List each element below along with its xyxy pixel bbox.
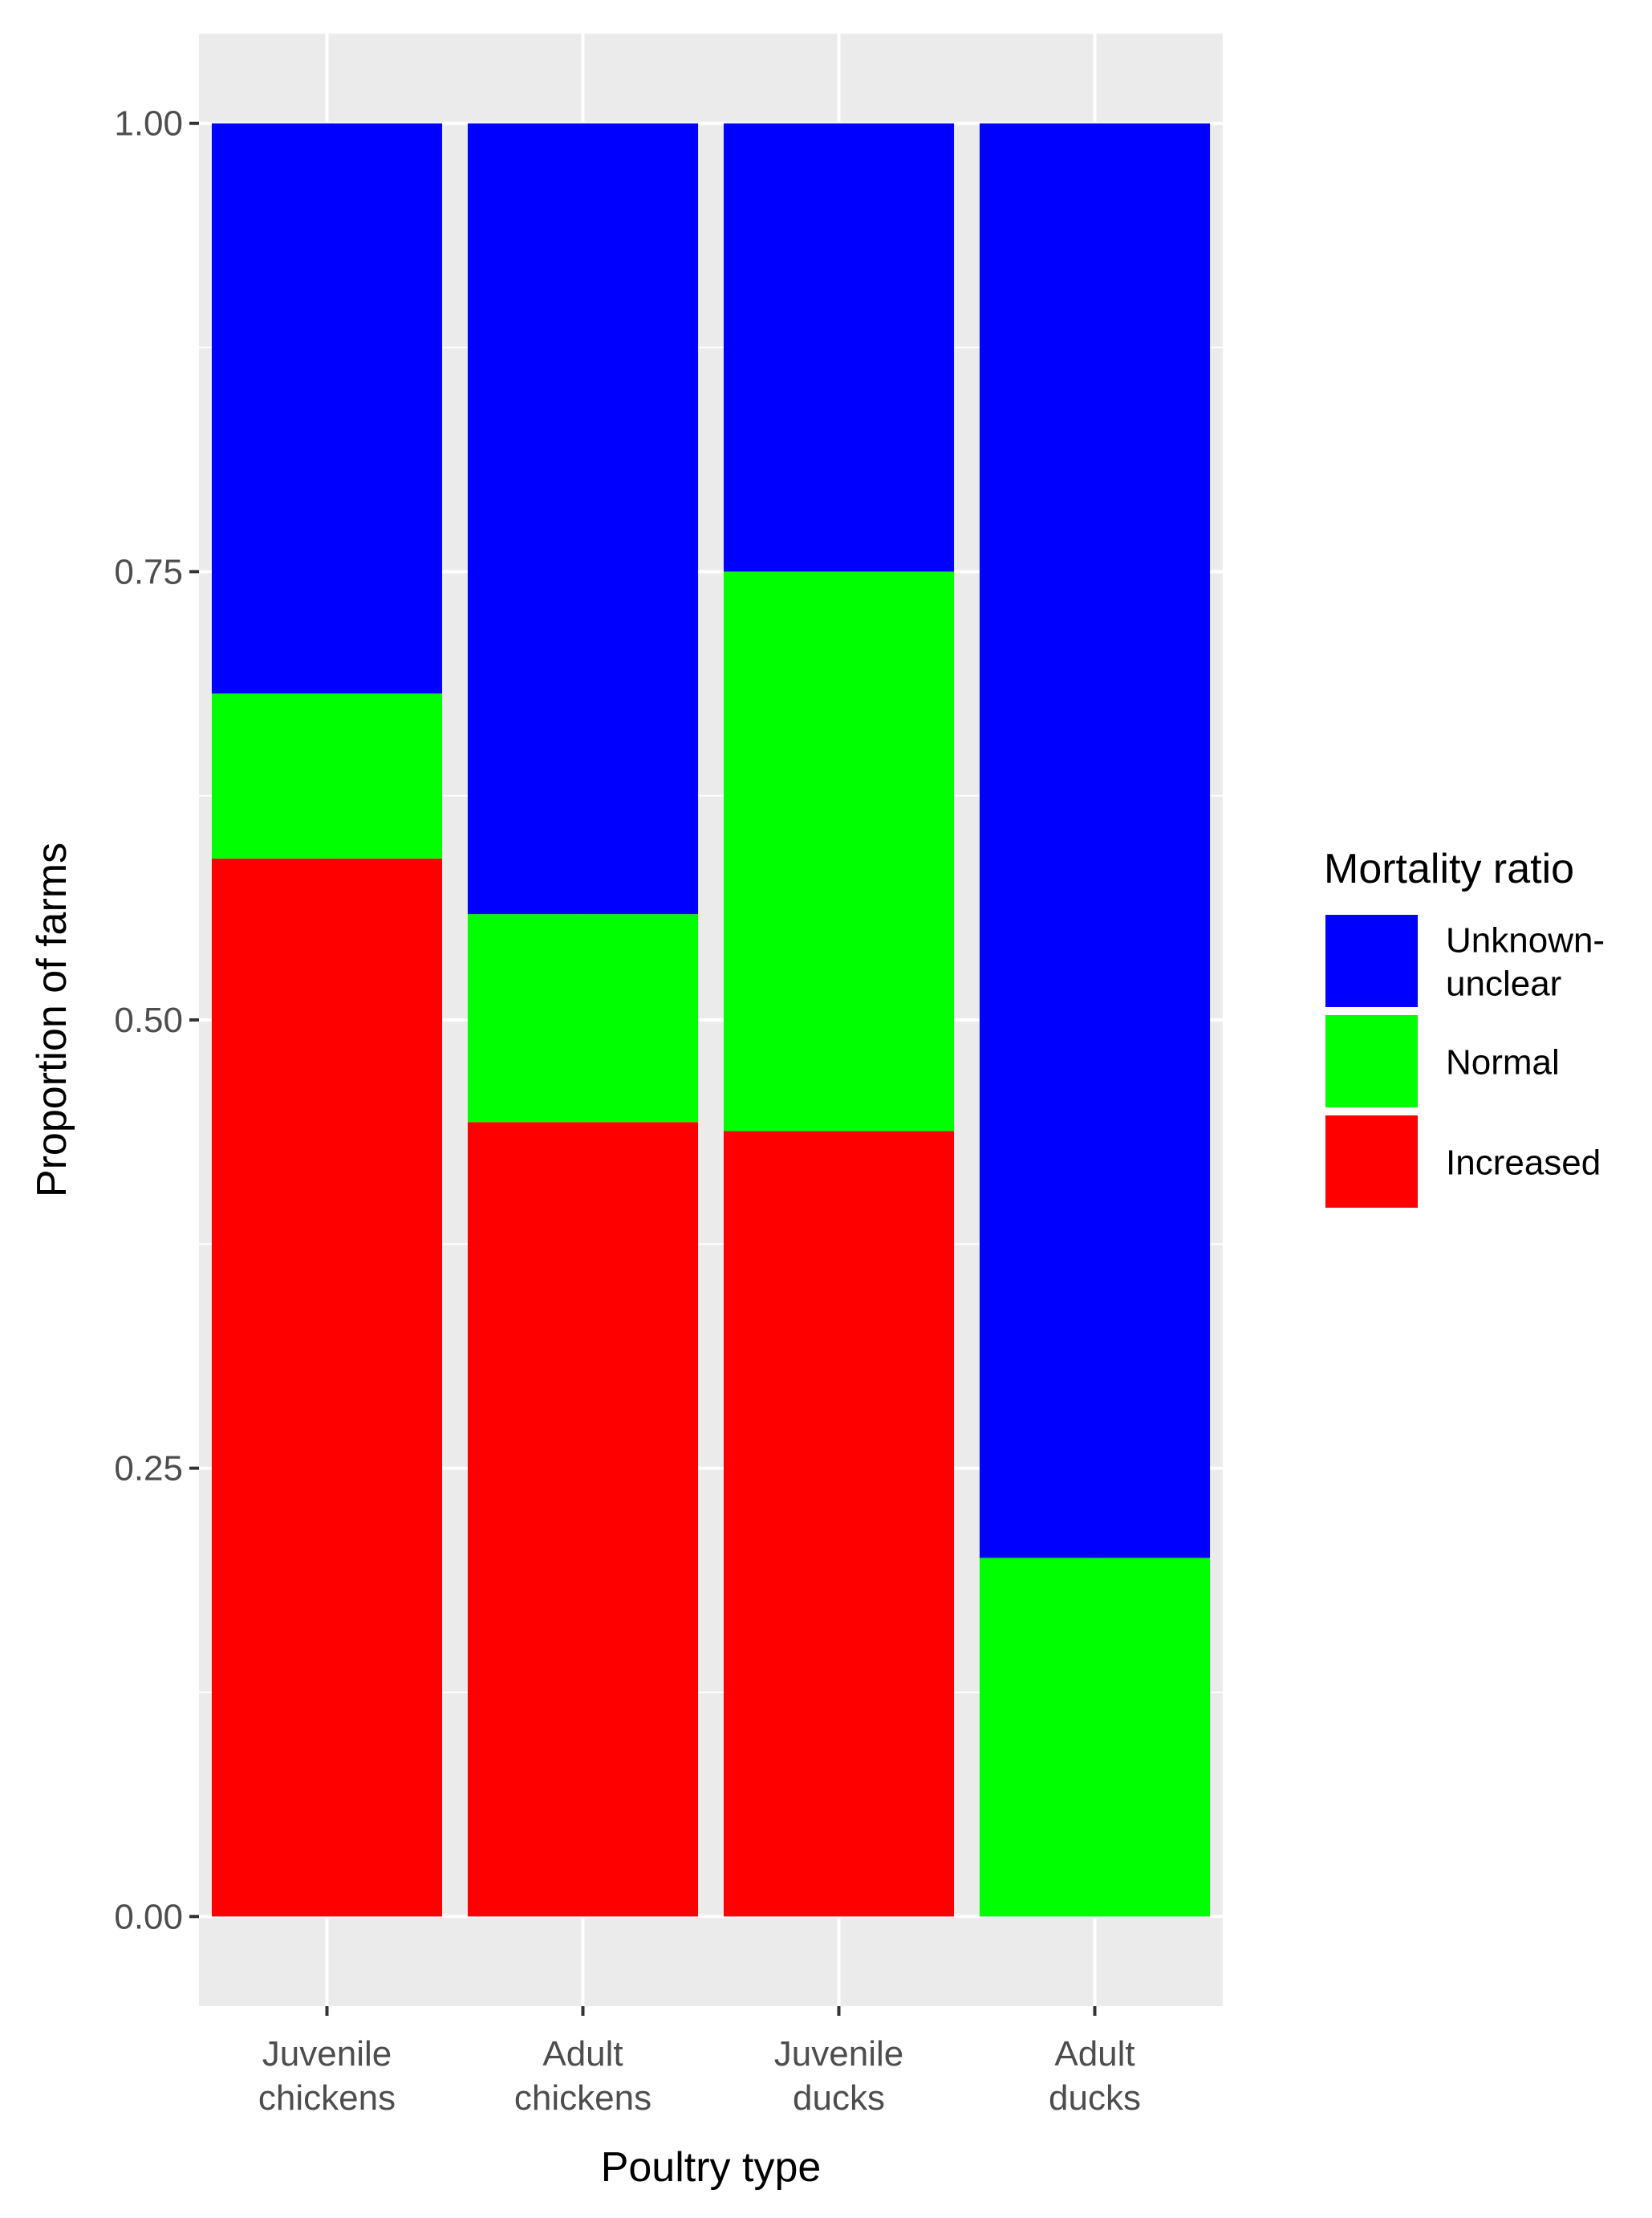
- y-tick-label: 0.50: [114, 1001, 183, 1040]
- legend-key: [1325, 915, 1418, 1007]
- bar-segment-normal: [211, 693, 443, 859]
- legend-key: [1325, 1115, 1418, 1208]
- legend-title: Mortality ratio: [1324, 846, 1574, 892]
- legend-label: Increased: [1446, 1144, 1601, 1183]
- bar-segment-unknown-unclear: [979, 123, 1211, 1558]
- legend-label: Unknown-unclear: [1446, 921, 1605, 1004]
- y-tick-label: 0.75: [114, 552, 183, 591]
- x-tick-label: Juvenile ducks: [774, 2034, 903, 2118]
- bar-segment-unknown-unclear: [211, 123, 443, 694]
- bars: [211, 123, 1211, 1917]
- x-tick-label: Adult chickens: [514, 2034, 651, 2118]
- legend: Mortality ratio Unknown-unclear Normal Inc…: [1324, 846, 1605, 1208]
- y-axis-title: Proportion of farms: [29, 843, 75, 1197]
- y-tick-label: 0.00: [114, 1897, 183, 1936]
- legend-key: [1325, 1015, 1418, 1107]
- bar-segment-increased: [723, 1131, 955, 1917]
- y-tick-label: 1.00: [114, 104, 183, 144]
- x-tick-label: Juvenile chickens: [258, 2034, 396, 2118]
- y-axis: 0.00 0.25 0.50 0.75 1.00: [114, 104, 199, 1936]
- bar-segment-normal: [723, 571, 955, 1131]
- x-tick-label: Adult ducks: [1049, 2034, 1141, 2118]
- y-tick-label: 0.25: [114, 1449, 183, 1489]
- x-axis-title: Poultry type: [601, 2144, 822, 2191]
- bar-segment-increased: [211, 858, 443, 1917]
- bar-segment-increased: [467, 1122, 699, 1917]
- x-axis: Juvenile chickens Adult chickens Juvenile duc…: [258, 2006, 1141, 2118]
- bar-segment-normal: [979, 1558, 1211, 1917]
- bar-segment-unknown-unclear: [723, 123, 955, 572]
- bar-segment-unknown-unclear: [467, 123, 699, 915]
- bar-segment-normal: [467, 914, 699, 1123]
- legend-label: Normal: [1446, 1043, 1560, 1083]
